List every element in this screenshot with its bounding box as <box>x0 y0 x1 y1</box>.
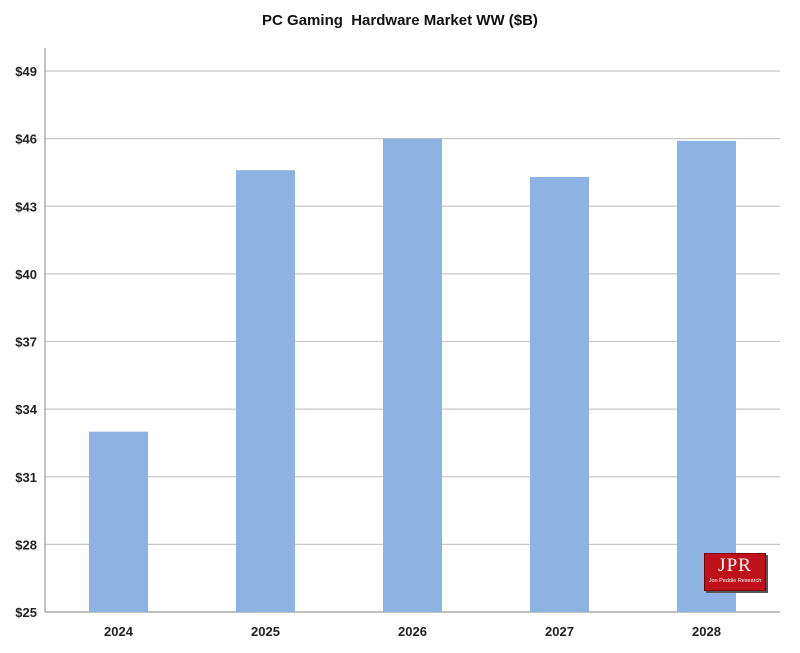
y-tick-label: $43 <box>15 199 37 214</box>
y-tick-label: $31 <box>15 470 37 485</box>
bar-2024 <box>89 431 148 612</box>
y-tick-label: $25 <box>15 605 37 620</box>
bar-2028 <box>677 140 736 613</box>
bar-2025 <box>236 170 295 612</box>
bar-2026 <box>383 138 442 612</box>
y-tick-label: $28 <box>15 537 37 552</box>
x-tick-label: 2027 <box>545 624 574 639</box>
y-tick-label: $34 <box>15 402 37 417</box>
logo-text: JPR <box>718 555 752 576</box>
x-tick-label: 2024 <box>104 624 134 639</box>
y-tick-label: $46 <box>15 132 37 147</box>
x-tick-label: 2026 <box>398 624 427 639</box>
y-tick-label: $49 <box>15 64 37 79</box>
y-tick-label: $37 <box>15 335 37 350</box>
logo-subtext: Jon Peddie Research <box>708 578 762 584</box>
chart-title: PC Gaming Hardware Market WW ($B) <box>262 12 538 29</box>
bar-2027 <box>530 176 589 612</box>
y-tick-label: $40 <box>15 267 37 282</box>
x-tick-label: 2028 <box>692 624 721 639</box>
jpr-logo: JPR Jon Peddie Research <box>704 553 766 591</box>
x-tick-label: 2025 <box>251 624 280 639</box>
